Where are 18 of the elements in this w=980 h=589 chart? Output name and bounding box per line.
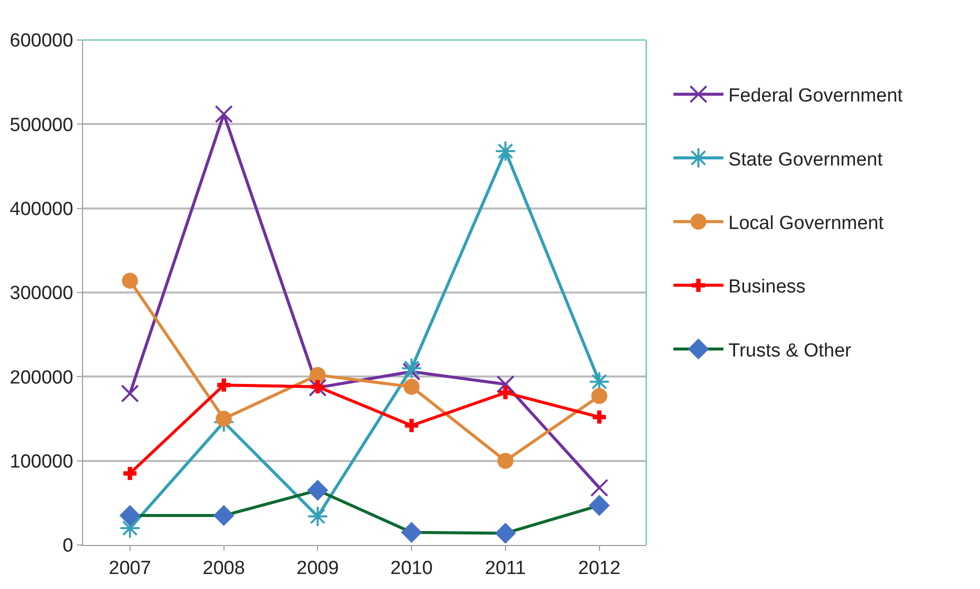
- y-tick-label: 600000: [10, 30, 74, 52]
- x-tick-label: 2011: [485, 558, 526, 579]
- y-tick-label: 400000: [10, 198, 74, 220]
- legend-label: Business: [728, 276, 806, 298]
- legend-label: Local Government: [728, 213, 884, 234]
- y-tick-label: 500000: [10, 114, 74, 136]
- x-tick-label: 2009: [296, 558, 339, 579]
- y-tick-label: 300000: [10, 283, 74, 304]
- x-tick-label: 2010: [390, 558, 433, 579]
- x-tick-label: 2008: [202, 558, 245, 579]
- y-tick-label: 100000: [10, 451, 74, 472]
- legend-label: Federal Government: [728, 86, 904, 107]
- x-tick-label: 2012: [578, 558, 620, 579]
- x-tick-label: 2007: [108, 558, 152, 579]
- legend-label: Trusts & Other: [728, 340, 852, 362]
- y-tick-label: 0: [62, 536, 74, 557]
- legend-label: State Government: [728, 149, 884, 170]
- y-tick-label: 200000: [10, 367, 74, 388]
